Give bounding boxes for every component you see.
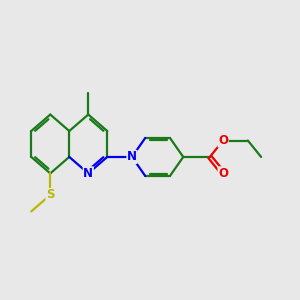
- Text: O: O: [218, 134, 228, 147]
- Text: O: O: [218, 167, 228, 180]
- Text: N: N: [127, 151, 137, 164]
- Text: N: N: [83, 167, 93, 180]
- Text: S: S: [46, 188, 55, 201]
